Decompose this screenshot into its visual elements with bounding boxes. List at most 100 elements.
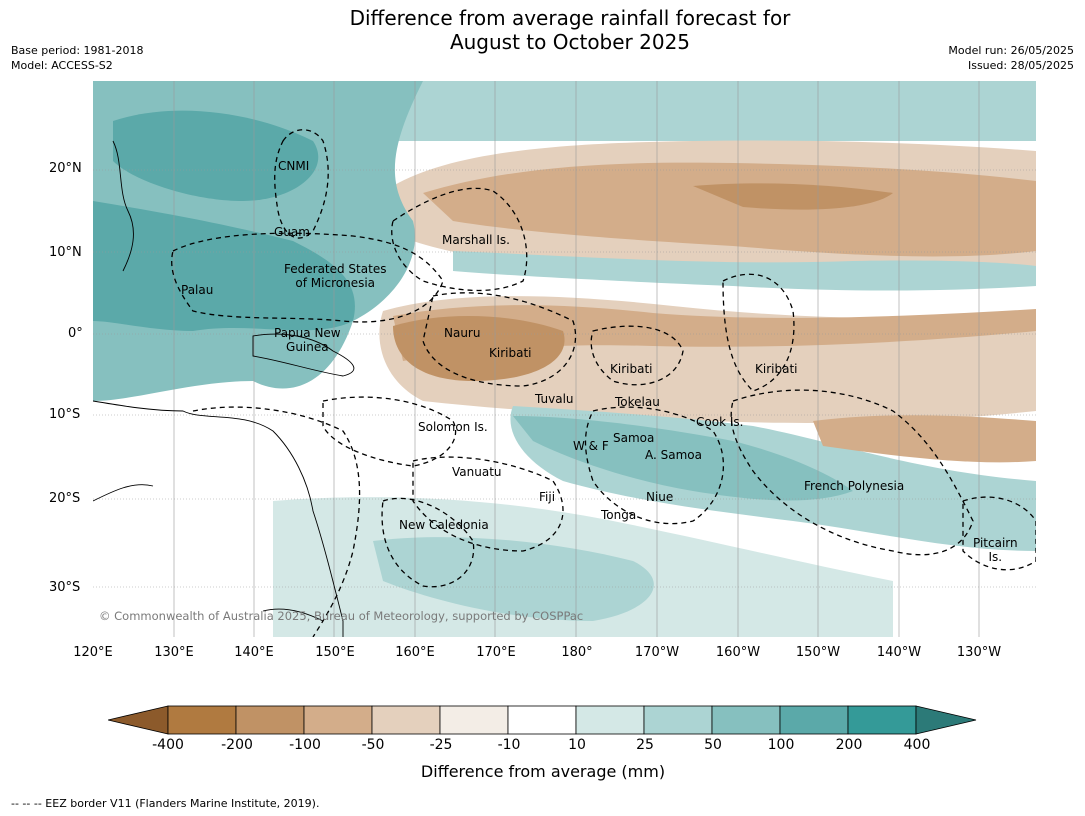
place-label: Federated States of Micronesia bbox=[284, 262, 387, 290]
colorbar-label: -100 bbox=[289, 737, 321, 753]
map-svg bbox=[93, 81, 1036, 637]
colorbar-extend-low bbox=[108, 705, 169, 735]
colorbar bbox=[108, 705, 977, 735]
lat-label: 30°S bbox=[49, 580, 81, 595]
title-line-1: Difference from average rainfall forecas… bbox=[349, 6, 791, 30]
eez-new-caledonia bbox=[381, 497, 475, 588]
lon-label: 120°E bbox=[73, 645, 113, 660]
map-panel: CNMI Guam Marshall Is. Federated States … bbox=[93, 81, 1036, 637]
place-label: Palau bbox=[181, 283, 214, 297]
colorbar-segment bbox=[711, 705, 781, 735]
west-pacific-wet-north bbox=[113, 110, 319, 201]
place-label: Vanuatu bbox=[452, 465, 502, 479]
place-label: Tuvalu bbox=[535, 392, 574, 406]
new-guinea-coast bbox=[252, 333, 355, 377]
colorbar-label: -400 bbox=[152, 737, 184, 753]
eez-french-polynesia bbox=[730, 389, 974, 556]
eez-cnmi bbox=[274, 129, 329, 239]
place-label: Marshall Is. bbox=[442, 233, 510, 247]
colorbar-label: 200 bbox=[835, 737, 863, 753]
lon-label: 160°E bbox=[395, 645, 435, 660]
lat-label: 20°S bbox=[49, 491, 81, 506]
colorbar-extend-high bbox=[915, 705, 977, 735]
copyright-notice: © Commonwealth of Australia 2025, Bureau… bbox=[99, 609, 584, 623]
issued-date: Issued: 28/05/2025 bbox=[967, 59, 1074, 72]
lon-label: 140°W bbox=[876, 645, 922, 660]
equatorial-dry-core bbox=[393, 315, 565, 381]
colorbar-label: 25 bbox=[636, 737, 654, 753]
meta-right: Model run: 26/05/2025 Issued: 28/05/2025 bbox=[948, 43, 1074, 73]
eez-marshall bbox=[391, 187, 528, 292]
lon-label: 140°E bbox=[234, 645, 274, 660]
lat-label: 20°N bbox=[49, 161, 82, 176]
place-label: New Caledonia bbox=[399, 518, 489, 532]
north-dry-core bbox=[693, 183, 893, 210]
model-name: Model: ACCESS-S2 bbox=[11, 59, 113, 72]
south-east-dry bbox=[813, 415, 1036, 463]
eez-footnote: -- -- -- EEZ border V11 (Flanders Marine… bbox=[11, 797, 320, 810]
colorbar-label: 400 bbox=[903, 737, 931, 753]
graticule bbox=[93, 81, 1036, 637]
model-run: Model run: 26/05/2025 bbox=[948, 44, 1074, 57]
lat-label: 10°S bbox=[49, 407, 81, 422]
colorbar-segment bbox=[235, 705, 305, 735]
new-zealand-coast bbox=[262, 608, 324, 622]
lat-label: 10°N bbox=[49, 245, 82, 260]
australia-coast bbox=[93, 400, 344, 637]
colorbar-segment bbox=[167, 705, 237, 735]
lon-label: 180° bbox=[561, 645, 593, 660]
colorbar-segment bbox=[303, 705, 373, 735]
lon-label: 160°W bbox=[715, 645, 761, 660]
lat-label: 0° bbox=[68, 326, 83, 341]
colorbar-title: Difference from average (mm) bbox=[420, 762, 666, 781]
place-label: Niue bbox=[646, 490, 674, 504]
lon-label: 150°W bbox=[795, 645, 841, 660]
place-label: Fiji bbox=[539, 490, 556, 504]
place-label: Cook Is. bbox=[696, 415, 744, 429]
place-label: French Polynesia bbox=[804, 479, 905, 493]
coastlines bbox=[93, 140, 355, 637]
place-label: Papua New Guinea bbox=[274, 326, 341, 354]
eez-vanuatu-fiji bbox=[412, 456, 564, 552]
colorbar-label: 10 bbox=[568, 737, 586, 753]
eez-kiribati-central bbox=[590, 325, 684, 386]
colorbar-label: 50 bbox=[704, 737, 722, 753]
meta-left: Base period: 1981-2018 Model: ACCESS-S2 bbox=[11, 43, 143, 73]
colorbar-label: 100 bbox=[767, 737, 795, 753]
place-label: Samoa bbox=[613, 431, 655, 445]
eez-cook-tonga bbox=[584, 406, 725, 525]
place-label: Guam bbox=[274, 225, 310, 239]
west-pacific-wet-core bbox=[93, 201, 355, 331]
lon-label: 170°E bbox=[476, 645, 516, 660]
south-pacific-wet-core bbox=[513, 416, 853, 501]
itcz-teal-band bbox=[453, 251, 1036, 291]
colorbar-segment bbox=[779, 705, 849, 735]
place-label: Solomon Is. bbox=[418, 420, 488, 434]
map-title: Difference from average rainfall forecas… bbox=[0, 6, 1085, 54]
colorbar-segment bbox=[371, 705, 441, 735]
eez-pitcairn bbox=[962, 496, 1036, 571]
place-label: Kiribati bbox=[610, 362, 653, 376]
eez-micronesia bbox=[171, 232, 444, 323]
eez-borders bbox=[171, 129, 1036, 637]
place-label: CNMI bbox=[278, 159, 310, 173]
place-label: Nauru bbox=[444, 326, 481, 340]
place-label: W & F bbox=[573, 439, 609, 453]
colorbar-label: -10 bbox=[497, 737, 521, 753]
lon-label: 130°W bbox=[956, 645, 1002, 660]
place-label: Kiribati bbox=[489, 346, 532, 360]
colorbar-segments bbox=[108, 705, 977, 735]
place-label: Tokelau bbox=[615, 395, 660, 409]
south-pacific-wet-far-core bbox=[373, 537, 654, 621]
place-label: Kiribati bbox=[755, 362, 798, 376]
title-line-2: August to October 2025 bbox=[449, 30, 691, 54]
lon-label: 150°E bbox=[315, 645, 355, 660]
colorbar-segment bbox=[643, 705, 713, 735]
lon-label: 170°W bbox=[634, 645, 680, 660]
colorbar-segment bbox=[439, 705, 509, 735]
place-label: A. Samoa bbox=[645, 448, 702, 462]
philippines-coast bbox=[112, 140, 134, 272]
place-label: Tonga bbox=[601, 508, 637, 522]
eez-solomon bbox=[322, 396, 457, 467]
colorbar-label: -25 bbox=[429, 737, 453, 753]
